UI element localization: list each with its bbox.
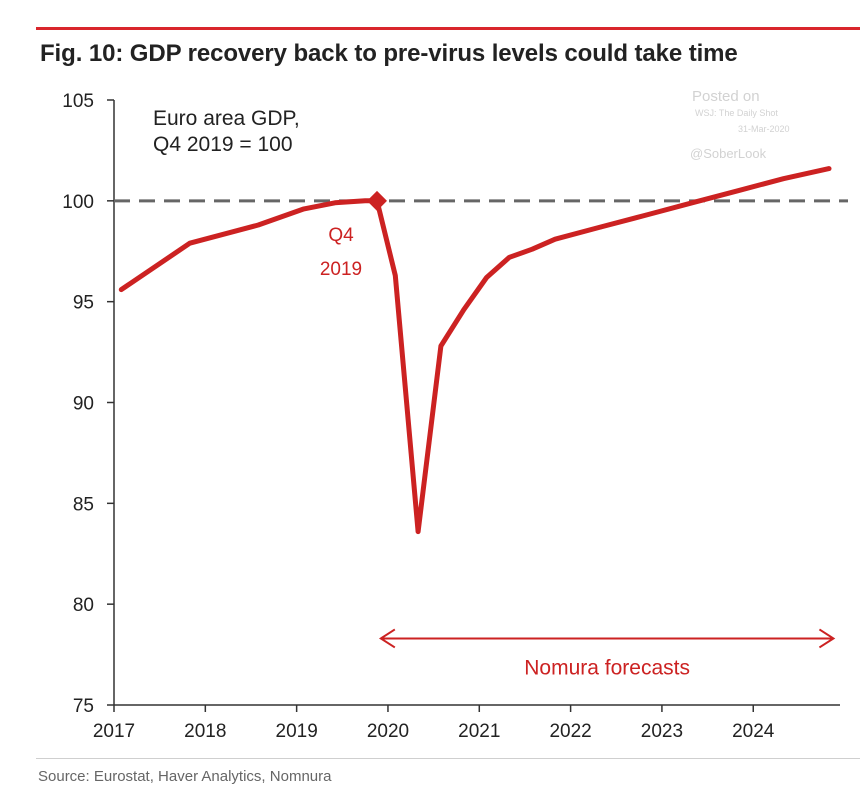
data-point [552, 236, 558, 242]
data-point [233, 228, 238, 234]
data-point [461, 307, 466, 312]
x-tick-label: 2021 [458, 721, 500, 742]
q4-2019-label-year: 2019 [320, 259, 362, 280]
data-point [507, 255, 512, 260]
x-tick-label: 2024 [732, 721, 775, 742]
y-tick-label: 105 [62, 91, 94, 112]
data-point [332, 200, 338, 206]
source-note: Source: Eurostat, Haver Analytics, Nomnu… [38, 768, 332, 785]
forecast-arrow-left-head [378, 628, 396, 649]
q4-2019-marker [367, 190, 388, 211]
watermark-publication: WSJ: The Daily Shot [695, 108, 778, 118]
q4-2019-label-quarter: Q4 [328, 225, 354, 246]
y-tick-label: 85 [73, 494, 94, 515]
y-tick-label: 80 [73, 595, 94, 616]
y-tick-label: 90 [73, 394, 94, 415]
data-point [781, 176, 786, 181]
data-point [362, 198, 368, 204]
data-point [826, 166, 832, 171]
data-point [393, 273, 398, 278]
axes: 75 80 85 90 95 100 105 2017 2018 2019 2020 2021 2022… [62, 91, 840, 742]
x-tick-label: 2022 [549, 721, 591, 742]
data-point [301, 206, 307, 212]
forecast-arrow-right-head [818, 628, 836, 649]
watermark-date: 31-Mar-2020 [738, 124, 790, 134]
data-point [598, 224, 603, 230]
watermark-posted-on: Posted on [692, 88, 760, 105]
data-point [484, 275, 489, 280]
watermark-handle: @SoberLook [690, 146, 767, 161]
series-layer [118, 166, 832, 535]
data-point [689, 200, 695, 206]
source-rule [36, 758, 860, 759]
annotation-layer: Q4 2019 Euro area GDP, Q4 2019 = 100 Nomura … [153, 107, 836, 679]
y-tick-label: 95 [73, 293, 94, 314]
forecast-label: Nomura forecasts [524, 656, 690, 679]
data-point [256, 222, 261, 228]
data-point [644, 212, 649, 218]
data-point [530, 247, 535, 252]
x-tick-label: 2017 [93, 721, 135, 742]
y-tick-label: 100 [62, 192, 94, 213]
index-note-line2: Q4 2019 = 100 [153, 133, 293, 156]
x-tick-label: 2018 [184, 721, 226, 742]
title-rule [36, 27, 860, 30]
x-tick-label: 2019 [276, 721, 318, 742]
index-note-line1: Euro area GDP, [153, 107, 300, 130]
data-point [187, 240, 192, 246]
data-point [438, 343, 444, 349]
x-tick-label: 2020 [367, 721, 409, 742]
data-point [735, 188, 740, 193]
y-tick-label: 75 [73, 696, 94, 717]
x-tick-label: 2023 [641, 721, 683, 742]
chart-title: Fig. 10: GDP recovery back to pre-virus … [40, 40, 738, 67]
data-point [119, 287, 124, 292]
series-line-gdp [118, 166, 832, 535]
data-point [415, 529, 421, 534]
